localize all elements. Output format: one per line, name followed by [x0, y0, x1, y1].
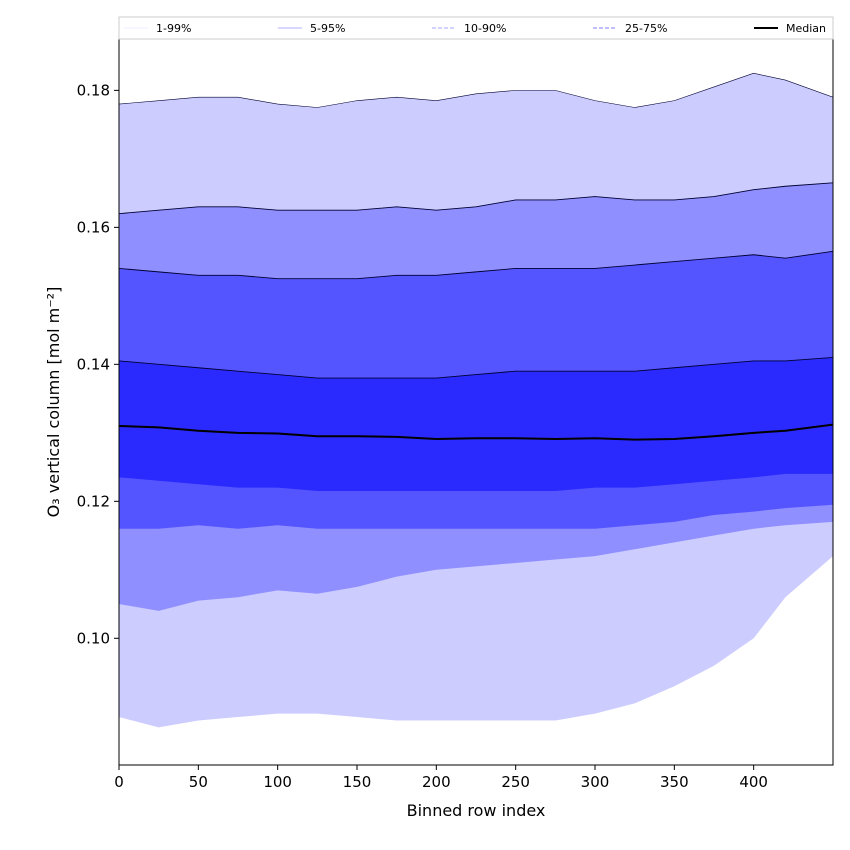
x-tick-label: 50 — [189, 773, 208, 791]
x-tick-label: 0 — [114, 773, 124, 791]
y-tick-label: 0.16 — [77, 218, 110, 236]
y-tick-label: 0.10 — [77, 629, 110, 647]
x-tick-label: 100 — [263, 773, 292, 791]
legend-label-1-99%: 1-99% — [156, 22, 191, 35]
x-tick-label: 400 — [739, 773, 768, 791]
band-5-95%-upper-edge — [119, 182, 833, 215]
x-axis-label: Binned row index — [407, 801, 546, 820]
band-25-75%-fill — [119, 357, 833, 492]
band-10-90%-upper-edge — [119, 250, 833, 280]
legend-label-10-90%: 10-90% — [464, 22, 506, 35]
band-1-99%-upper-edge — [119, 72, 833, 108]
percentile-bands — [119, 72, 833, 728]
x-tick-label: 150 — [343, 773, 372, 791]
x-tick-label: 300 — [581, 773, 610, 791]
x-axis: 0 50 100 150 200 250 300 350 400 — [114, 765, 768, 791]
y-tick-label: 0.14 — [77, 355, 110, 373]
y-axis: 0.10 0.12 0.14 0.16 0.18 — [77, 81, 119, 647]
y-axis-label: O₃ vertical column [mol m⁻²] — [44, 287, 63, 518]
y-tick-label: 0.18 — [77, 81, 110, 99]
legend-label-25-75%: 25-75% — [625, 22, 667, 35]
x-tick-label: 350 — [660, 773, 689, 791]
x-tick-label: 250 — [501, 773, 530, 791]
series-median-line — [119, 423, 833, 441]
legend-label-5-95%: 5-95% — [310, 22, 345, 35]
band-25-75%-upper-edge — [119, 357, 833, 379]
x-tick-label: 200 — [422, 773, 451, 791]
legend-box — [118, 16, 834, 40]
median-series — [119, 423, 833, 441]
y-tick-label: 0.12 — [77, 492, 110, 510]
legend-label-Median: Median — [786, 22, 826, 35]
legend: 1-99% 5-95% 10-90% 25-75% Median — [118, 16, 834, 40]
